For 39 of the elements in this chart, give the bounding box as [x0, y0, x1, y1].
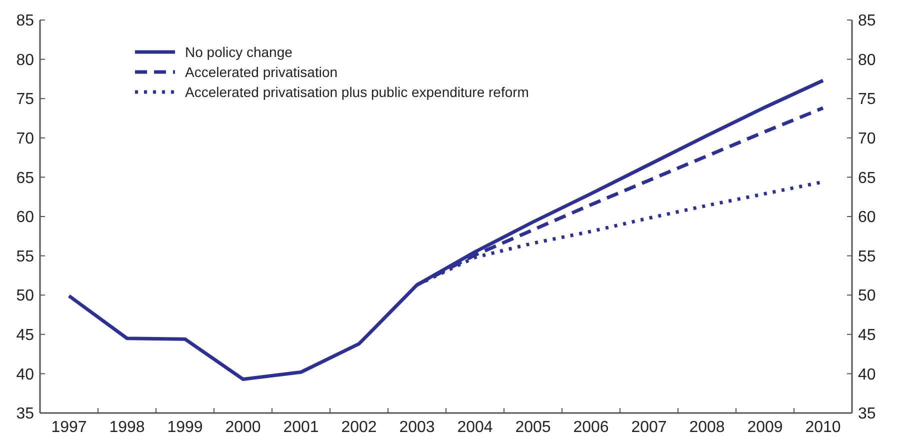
y-tick-label: 75 — [16, 91, 34, 108]
y-tick-label: 55 — [16, 248, 34, 266]
y2-tick-label: 45 — [858, 327, 876, 344]
x-tick-label: 2004 — [457, 419, 493, 436]
x-tick-label: 1999 — [167, 419, 203, 436]
legend-label: Accelerated privatisation plus public expenditure reform — [185, 84, 529, 100]
x-tick-label: 2000 — [225, 419, 261, 436]
x-tick-label: 2007 — [631, 419, 667, 436]
y2-tick-label: 85 — [858, 12, 876, 30]
x-tick-label: 1998 — [109, 419, 145, 436]
y2-tick-label: 70 — [858, 130, 876, 148]
y2-tick-label: 60 — [858, 209, 876, 226]
y2-tick-label: 50 — [858, 288, 876, 305]
y-tick-label: 60 — [16, 209, 34, 226]
x-tick-label: 2009 — [747, 419, 783, 436]
x-tick-label: 2006 — [573, 419, 609, 436]
x-tick-label: 2002 — [341, 419, 377, 436]
y2-tick-label: 80 — [858, 52, 876, 69]
x-tick-label: 2005 — [515, 419, 551, 436]
x-tick-label: 2003 — [399, 419, 435, 436]
y-tick-label: 50 — [16, 288, 34, 305]
x-tick-label: 2008 — [689, 419, 725, 436]
x-tick-label: 2010 — [805, 419, 841, 436]
y2-tick-label: 75 — [858, 91, 876, 108]
x-tick-label: 1997 — [51, 419, 87, 436]
y-tick-label: 85 — [16, 12, 34, 30]
legend-label: No policy change — [185, 44, 293, 60]
y2-tick-label: 40 — [858, 366, 876, 384]
y-tick-label: 35 — [16, 406, 34, 423]
legend-label: Accelerated privatisation — [185, 64, 338, 80]
y-tick-label: 65 — [16, 170, 34, 187]
y-tick-label: 80 — [16, 52, 34, 69]
y-tick-label: 40 — [16, 366, 34, 384]
y2-tick-label: 35 — [858, 406, 876, 423]
y2-tick-label: 65 — [858, 170, 876, 187]
x-tick-label: 2001 — [283, 419, 319, 436]
y2-tick-label: 55 — [858, 248, 876, 266]
y-tick-label: 45 — [16, 327, 34, 344]
y-tick-label: 70 — [16, 130, 34, 148]
